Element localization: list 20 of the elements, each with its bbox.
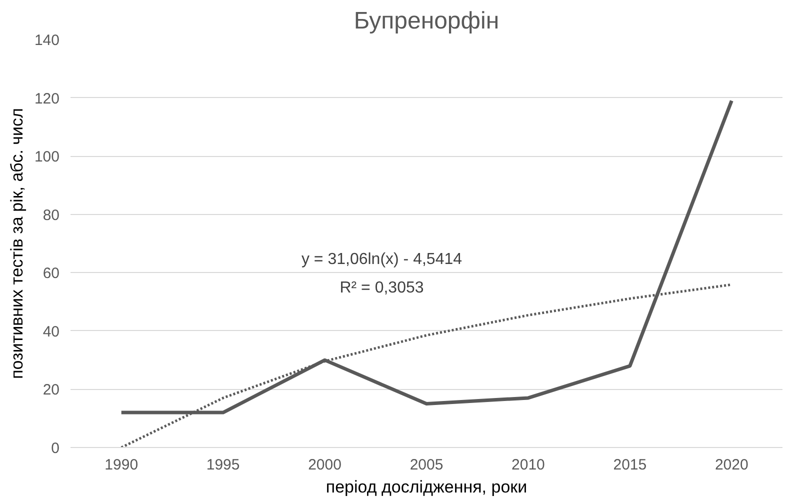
x-tick-label: 2015	[613, 456, 647, 474]
y-tick-label: 140	[34, 32, 60, 49]
x-tick-label: 2010	[512, 456, 545, 474]
x-tick-label: 1995	[206, 456, 240, 474]
y-tick-label: 80	[42, 206, 60, 224]
x-tick-label: 2005	[410, 456, 444, 474]
x-axis-title: період дослідження, роки	[326, 478, 528, 496]
y-tick-label: 60	[42, 265, 60, 282]
x-tick-label: 1990	[104, 456, 138, 474]
annotation: R² = 0,3053	[340, 280, 424, 297]
y-tick-label: 0	[51, 440, 60, 457]
x-tick-label: 2000	[308, 456, 342, 474]
chart-title: Бупренорфін	[354, 8, 500, 34]
y-tick-label: 40	[42, 323, 60, 340]
y-axis-title: позитивних тестів за рік, абс. числ	[7, 108, 26, 379]
y-tick-label: 20	[42, 382, 60, 399]
y-tick-label: 120	[34, 90, 60, 108]
annotation: y = 31,06ln(x) - 4,5414	[301, 250, 462, 268]
y-tick-label: 100	[34, 148, 60, 166]
x-tick-label: 2020	[714, 456, 748, 474]
